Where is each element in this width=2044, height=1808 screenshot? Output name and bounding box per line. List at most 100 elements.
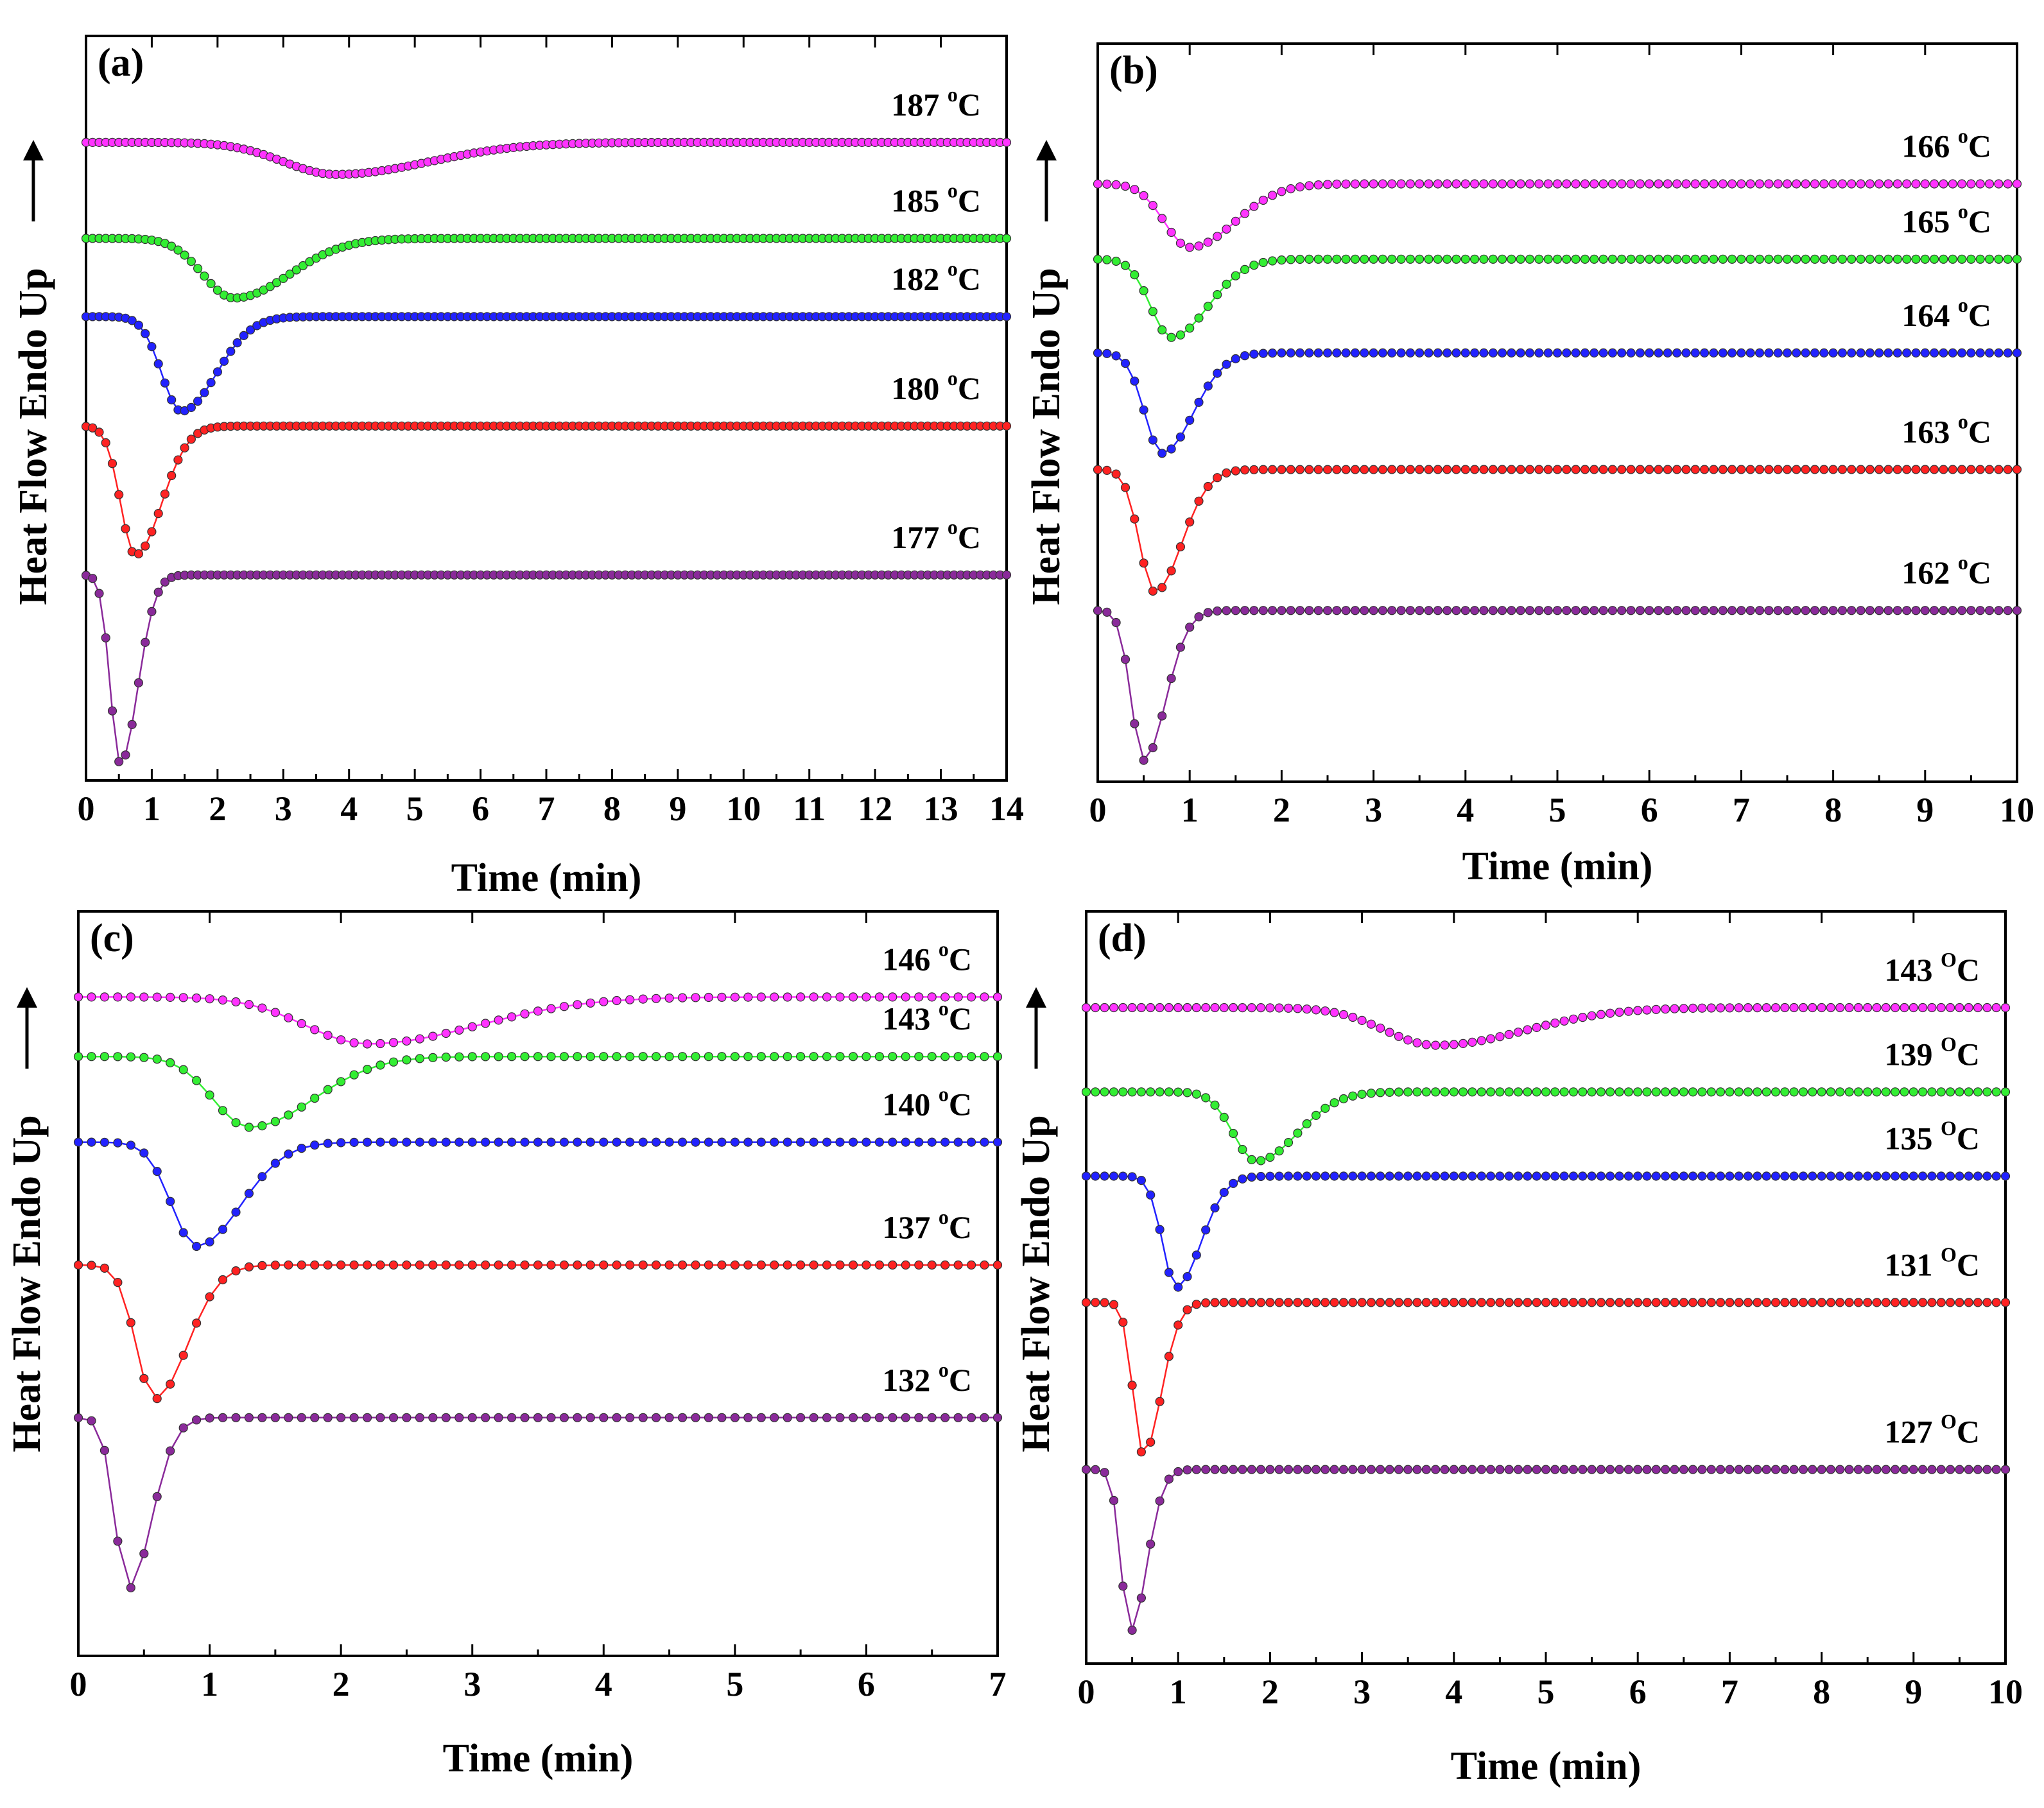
data-point [1516,465,1525,474]
y-axis-arrow-head [1026,987,1046,1008]
data-point [1240,209,1250,218]
data-point [310,1025,320,1035]
data-point [1837,606,1847,616]
data-point [1626,254,1636,264]
data-point [1265,1152,1275,1162]
data-point [1286,465,1295,474]
data-point [205,1413,214,1423]
data-point [1875,348,1884,358]
data-point [1498,179,1507,189]
data-point [573,1413,582,1422]
data-point [1773,465,1783,474]
data-point [1321,1298,1330,1307]
data-point [1817,1003,1826,1013]
data-point [1607,254,1617,264]
series-166: 166 oC [1093,125,2022,252]
data-point [1661,1298,1670,1307]
data-point [1523,1171,1532,1181]
data-point [205,1090,214,1100]
data-point [1884,606,1893,616]
data-point [1991,1171,2001,1181]
data-point [1754,606,1765,616]
series-label: 132 oC [882,1358,972,1398]
data-point [1286,606,1295,616]
data-point [139,1053,149,1062]
data-point [1203,481,1213,492]
data-point [1596,1171,1606,1181]
data-point [901,992,910,1002]
data-point [625,995,635,1004]
data-point [1488,348,1498,358]
data-point [1311,1298,1321,1307]
data-point [1210,1003,1220,1013]
data-point [1957,179,1967,189]
data-point [1633,1298,1643,1307]
data-point [1853,1171,1863,1181]
data-point [1700,465,1710,474]
data-point [166,1058,175,1068]
data-point [980,992,989,1002]
data-point [376,1413,385,1422]
data-point [1360,465,1369,474]
data-point [415,1137,425,1147]
data-point [1562,179,1572,189]
data-point [1562,606,1572,616]
data-point [1468,1171,1477,1181]
data-point [1688,1465,1698,1474]
data-point [415,1260,425,1270]
data-point [1477,1036,1486,1046]
data-point [1166,332,1176,342]
data-point [1366,1171,1376,1181]
data-point [139,1148,149,1158]
data-point [1203,608,1213,617]
data-point [651,1260,661,1270]
data-point [1541,1020,1551,1030]
data-point [1238,1465,1247,1474]
data-point [1311,1110,1321,1120]
data-point [1881,1171,1891,1181]
data-point [1534,254,1544,264]
data-point [1865,348,1875,358]
data-point [1635,606,1645,616]
data-point [1651,1087,1661,1097]
data-point [1918,1171,1928,1181]
data-point [1442,179,1452,189]
data-point [848,1260,858,1270]
data-point [1826,1298,1835,1307]
data-point [901,1413,910,1422]
data-point [1369,254,1378,264]
data-point [1534,465,1544,474]
data-point [1258,195,1268,205]
data-point [1139,286,1148,296]
data-point [1615,1087,1624,1097]
data-point [822,1413,832,1422]
data-point [415,1054,425,1063]
data-point [1100,1003,1109,1013]
data-point [1102,349,1112,358]
data-point [1486,1465,1496,1474]
data-point [1396,606,1406,616]
data-point [73,1413,83,1423]
data-point [1946,1003,1955,1013]
data-point [1819,606,1829,616]
data-point [1847,606,1857,616]
data-point [1580,348,1590,358]
data-point [494,1015,503,1025]
data-point [1863,1087,1873,1097]
data-point [455,1260,464,1270]
data-point [1810,465,1820,474]
data-point [1449,1040,1459,1049]
data-point [1468,1087,1477,1097]
data-point [88,574,98,583]
data-point [1504,1298,1514,1307]
data-point [1228,1003,1238,1013]
data-point [1424,606,1433,616]
data-point [270,1261,280,1270]
series-182: 182 oC [81,257,1012,416]
series-line [78,996,998,1045]
data-point [1534,179,1544,189]
data-point [1357,1171,1367,1181]
data-point [927,1413,937,1422]
data-point [546,1137,556,1147]
data-point [1808,1171,1817,1181]
